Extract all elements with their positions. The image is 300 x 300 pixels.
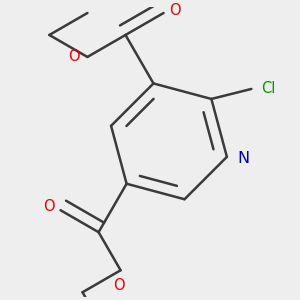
Text: Cl: Cl: [261, 82, 276, 97]
Text: O: O: [43, 199, 55, 214]
Text: O: O: [68, 50, 80, 64]
Text: O: O: [113, 278, 124, 293]
Text: O: O: [169, 4, 181, 19]
Text: N: N: [237, 152, 249, 166]
